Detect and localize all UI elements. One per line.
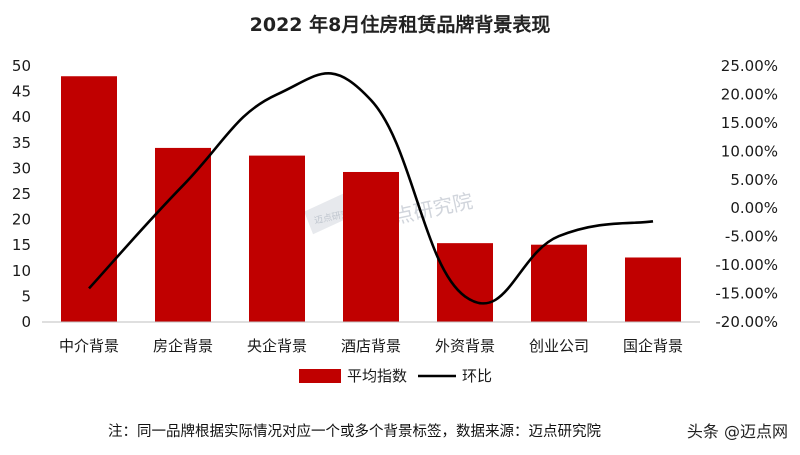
bar [531, 244, 587, 322]
right-tick-label: 25.00% [721, 57, 778, 75]
right-tick-label: 10.00% [721, 142, 778, 160]
chart-title: 2022 年8月住房租赁品牌背景表现 [249, 14, 551, 36]
left-tick-label: 0 [21, 313, 31, 331]
bar [625, 257, 681, 322]
category-label: 创业公司 [529, 337, 589, 355]
category-label: 外资背景 [435, 337, 495, 355]
bar [343, 171, 399, 322]
right-tick-label: -20.00% [715, 313, 778, 331]
left-tick-label: 30 [12, 159, 31, 177]
legend-bar-label: 平均指数 [347, 367, 407, 385]
category-label: 中介背景 [59, 337, 119, 355]
line-path [88, 72, 654, 305]
right-tick-label: 15.00% [721, 114, 778, 132]
bar-series [61, 76, 681, 323]
right-y-axis: -20.00% -15.00% -10.00% -5.00% 0.00% 5.00% 10.… [715, 57, 778, 331]
bar [61, 76, 117, 323]
legend-bar-swatch [299, 369, 341, 383]
x-axis-labels: 中介背景 房企背景 央企背景 酒店背景 外资背景 创业公司 国企背景 [59, 337, 683, 355]
category-label: 酒店背景 [341, 337, 401, 355]
left-tick-label: 15 [12, 236, 31, 254]
category-label: 房企背景 [153, 337, 213, 355]
legend-line-label: 环比 [462, 367, 492, 385]
category-label: 央企背景 [247, 337, 307, 355]
left-tick-label: 35 [12, 134, 31, 152]
category-label: 国企背景 [623, 337, 683, 355]
line-series [88, 72, 654, 305]
right-tick-label: 0.00% [730, 199, 778, 217]
left-tick-label: 10 [12, 262, 31, 280]
bar [437, 243, 493, 322]
right-tick-label: -15.00% [715, 285, 778, 303]
source-tag: 头条 @迈点网 [686, 422, 788, 441]
left-tick-label: 45 [12, 83, 31, 101]
footnote: 注：同一品牌根据实际情况对应一个或多个背景标签，数据来源：迈点研究院 [108, 424, 601, 440]
right-tick-label: -10.00% [715, 256, 778, 274]
left-tick-label: 5 [21, 287, 31, 305]
left-tick-label: 50 [12, 57, 31, 75]
left-tick-label: 20 [12, 211, 31, 229]
bar [155, 147, 211, 322]
right-tick-label: 5.00% [730, 171, 778, 189]
left-y-axis: 0 5 10 15 20 25 30 35 40 45 50 [12, 57, 31, 331]
right-tick-label: 20.00% [721, 85, 778, 103]
legend: 平均指数 环比 [299, 367, 492, 385]
left-tick-label: 25 [12, 185, 31, 203]
left-tick-label: 40 [12, 108, 31, 126]
right-tick-label: -5.00% [725, 228, 778, 246]
bar [249, 155, 305, 322]
